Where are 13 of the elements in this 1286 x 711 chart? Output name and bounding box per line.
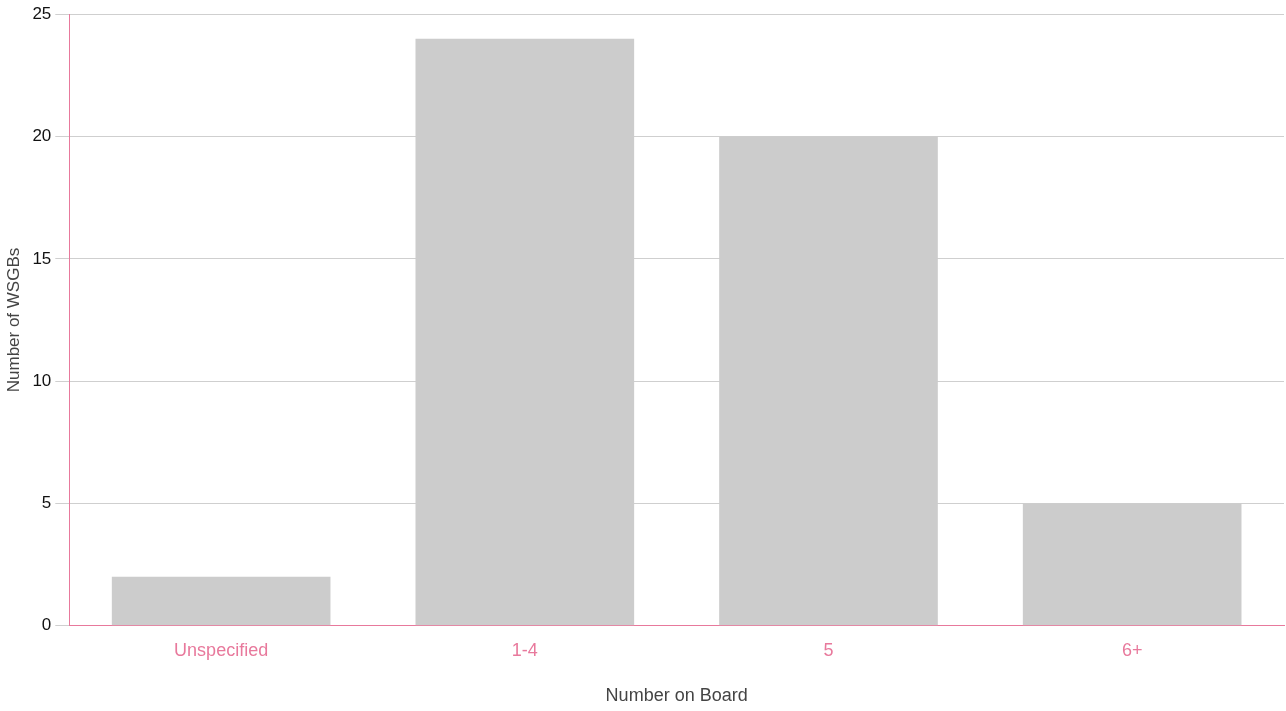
bar [111, 576, 331, 626]
y-tick-label: 10 [32, 370, 52, 390]
y-tick-label: 0 [41, 615, 52, 635]
y-tick-label: 15 [32, 248, 52, 268]
y-tick-label: 5 [41, 493, 52, 513]
y-tick-label: 20 [32, 126, 52, 146]
y-axis-title: Number of WSGBs [3, 247, 23, 393]
y-tick-label: 25 [32, 3, 52, 23]
x-tick-label: 1-4 [511, 639, 538, 660]
x-tick-label: 5 [823, 639, 834, 660]
x-tick-label: Unspecified [174, 639, 269, 660]
x-tick-label: 6+ [1121, 639, 1143, 660]
x-axis-title: Number on Board [605, 685, 748, 706]
